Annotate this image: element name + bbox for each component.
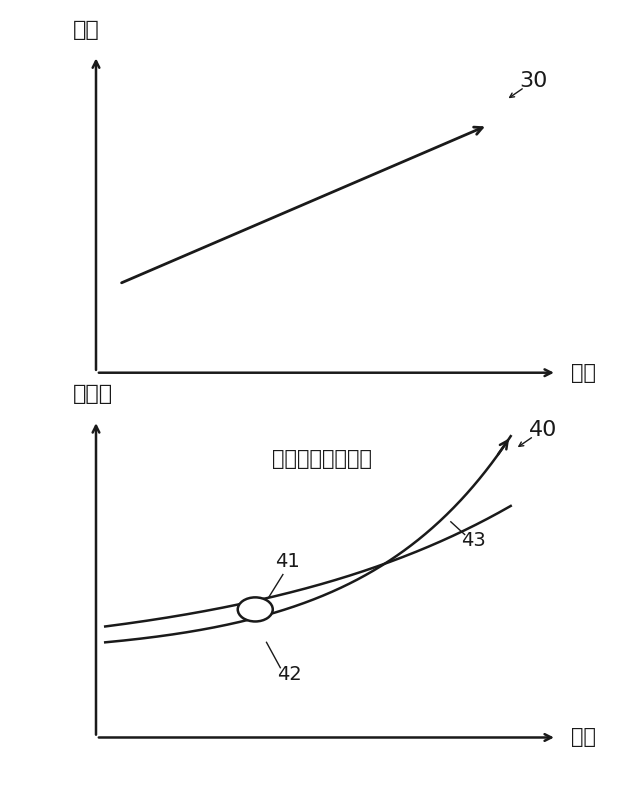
Text: 時間: 時間 bbox=[571, 362, 596, 383]
Circle shape bbox=[237, 597, 273, 622]
Text: 30: 30 bbox=[520, 71, 548, 91]
Text: ウィンドウサイズ: ウィンドウサイズ bbox=[272, 449, 372, 469]
Text: 42: 42 bbox=[277, 665, 302, 684]
Text: 位相差: 位相差 bbox=[73, 385, 113, 404]
Text: 43: 43 bbox=[461, 531, 486, 550]
Text: 時間: 時間 bbox=[571, 727, 596, 748]
Text: 40: 40 bbox=[529, 419, 557, 440]
Text: 速度: 速度 bbox=[73, 20, 100, 40]
Text: 41: 41 bbox=[275, 553, 300, 571]
